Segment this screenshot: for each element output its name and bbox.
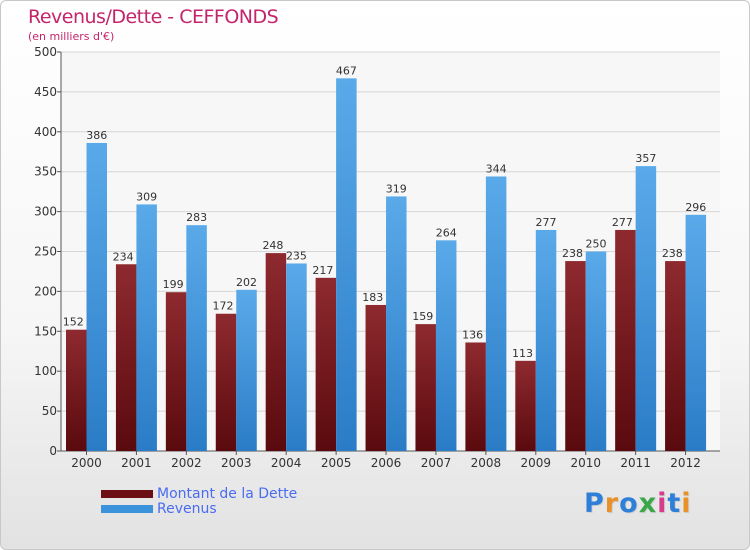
revenue-bar	[435, 240, 457, 451]
debt-bar	[365, 304, 387, 451]
y-tick-label: 350	[34, 165, 57, 179]
chart-title: Revenus/Dette - CEFFONDS	[28, 6, 279, 28]
revenue-value-label: 467	[336, 64, 357, 77]
debt-bar	[465, 342, 486, 451]
y-tick-label: 50	[42, 404, 57, 418]
legend-item-revenue: Revenus	[101, 502, 401, 517]
revenue-bar	[136, 204, 157, 451]
revenue-value-label: 357	[635, 152, 656, 165]
legend-swatch-debt	[101, 490, 153, 498]
x-tick-label: 2010	[570, 456, 601, 470]
debt-bar	[665, 261, 686, 451]
proxiti-logo: Proxiti	[584, 488, 692, 519]
x-tick-label: 2009	[521, 456, 552, 470]
revenue-value-label: 296	[685, 201, 706, 214]
y-tick-label: 300	[34, 205, 57, 219]
debt-bar	[115, 264, 137, 451]
legend-item-debt: Montant de la Dette	[101, 487, 401, 502]
debt-value-label: 248	[262, 239, 283, 252]
debt-bar	[66, 329, 87, 451]
debt-value-label: 238	[662, 247, 683, 260]
debt-bar	[515, 360, 536, 451]
debt-value-label: 159	[412, 310, 433, 323]
y-tick-label: 400	[34, 125, 57, 139]
revenue-value-label: 250	[585, 238, 606, 251]
y-tick-label: 200	[34, 284, 57, 298]
debt-bar	[215, 313, 237, 451]
logo-letter: P	[584, 488, 605, 519]
x-tick-label: 2006	[371, 456, 402, 470]
legend: Montant de la Dette Revenus	[101, 487, 401, 517]
revenue-value-label: 202	[236, 276, 257, 289]
debt-value-label: 113	[512, 347, 533, 360]
x-tick-label: 2002	[171, 456, 202, 470]
debt-value-label: 183	[362, 291, 383, 304]
debt-bar	[615, 229, 636, 451]
x-tick-label: 2007	[421, 456, 452, 470]
revenue-value-label: 283	[186, 211, 207, 224]
revenue-bar	[336, 78, 357, 452]
logo-letter: i	[657, 488, 668, 519]
revenue-bar	[286, 263, 307, 451]
x-tick-label: 2000	[71, 456, 102, 470]
debt-bar	[315, 277, 337, 451]
revenue-bar	[485, 176, 507, 451]
debt-value-label: 152	[63, 316, 84, 329]
debt-value-label: 136	[462, 328, 483, 341]
logo-letter: o	[619, 488, 639, 519]
chart-subtitle: (en milliers d'€)	[28, 30, 115, 43]
debt-bar	[565, 261, 586, 451]
debt-value-label: 172	[213, 300, 234, 313]
logo-letter: i	[681, 488, 692, 519]
y-tick-label: 100	[34, 364, 57, 378]
legend-label-debt: Montant de la Dette	[157, 486, 298, 502]
x-tick-label: 2011	[620, 456, 651, 470]
revenue-bar	[186, 225, 207, 451]
x-tick-label: 2005	[321, 456, 352, 470]
x-tick-label: 2012	[670, 456, 701, 470]
logo-letter: r	[604, 488, 620, 519]
y-tick-label: 250	[34, 245, 57, 259]
logo-letter: t	[667, 488, 682, 519]
revenue-bar	[386, 196, 407, 451]
revenue-bar	[86, 142, 107, 452]
debt-value-label: 238	[562, 247, 583, 260]
revenue-value-label: 319	[386, 182, 407, 195]
y-tick-label: 0	[49, 444, 57, 458]
debt-value-label: 234	[113, 250, 134, 263]
revenue-value-label: 277	[536, 216, 557, 229]
debt-bar	[265, 253, 287, 451]
revenue-value-label: 344	[486, 162, 507, 175]
y-tick-label: 500	[34, 45, 57, 59]
revenue-bar	[635, 166, 657, 451]
debt-value-label: 199	[163, 278, 184, 291]
revenue-bar	[236, 289, 257, 451]
revenue-value-label: 264	[436, 226, 457, 239]
legend-swatch-revenue	[101, 505, 153, 513]
x-tick-label: 2001	[121, 456, 152, 470]
debt-value-label: 277	[612, 216, 633, 229]
logo-letter: x	[638, 488, 658, 519]
revenue-bar	[585, 251, 607, 451]
x-tick-label: 2008	[471, 456, 502, 470]
revenue-bar	[535, 229, 557, 451]
debt-bar	[165, 292, 187, 451]
revenue-value-label: 235	[286, 249, 307, 262]
y-tick-label: 150	[34, 324, 57, 338]
x-tick-label: 2004	[271, 456, 302, 470]
debt-value-label: 217	[312, 264, 333, 277]
revenue-value-label: 386	[86, 129, 107, 142]
y-tick-label: 450	[34, 85, 57, 99]
revenue-bar	[685, 214, 707, 451]
debt-bar	[415, 324, 436, 451]
revenue-value-label: 309	[136, 190, 157, 203]
legend-label-revenue: Revenus	[157, 501, 217, 517]
x-tick-label: 2003	[221, 456, 252, 470]
